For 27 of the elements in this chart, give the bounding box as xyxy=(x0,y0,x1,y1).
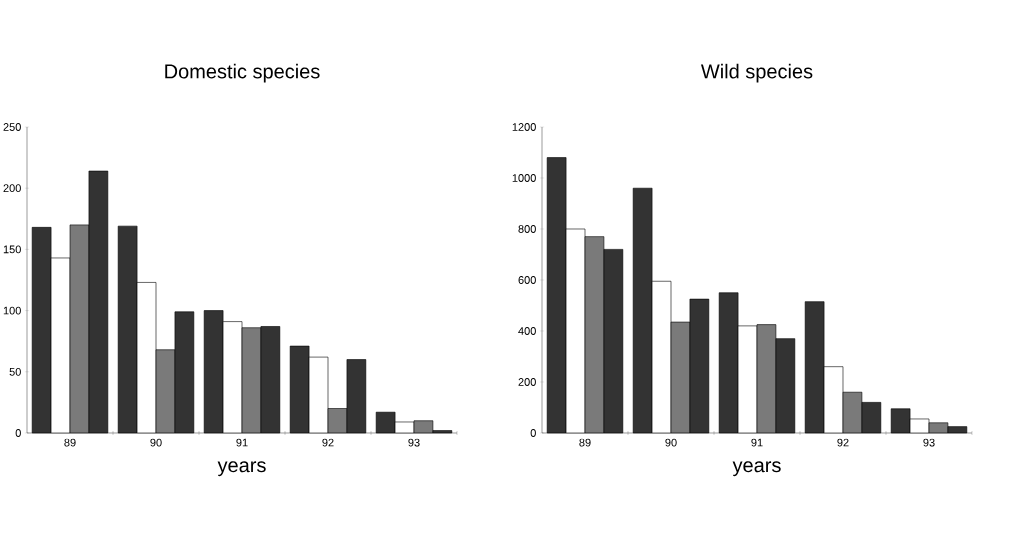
x-tick-label: 90 xyxy=(150,438,162,447)
x-axis-title: years xyxy=(217,461,266,477)
x-tick-label: 90 xyxy=(665,438,677,447)
x-axis-title: years xyxy=(732,461,781,477)
y-tick-label: 1200 xyxy=(512,123,536,131)
y-tick-label: 150 xyxy=(3,245,21,254)
x-tick-label: 91 xyxy=(236,438,248,447)
x-tick-label: 92 xyxy=(837,438,849,447)
x-tick-label: 93 xyxy=(923,438,935,447)
y-tick-label: 0 xyxy=(15,429,21,437)
y-tick-label: 800 xyxy=(518,225,536,233)
y-tick-label: 250 xyxy=(3,123,21,131)
chart-title: Wild species xyxy=(700,63,813,83)
y-tick-label: 400 xyxy=(518,327,536,335)
x-tick-label: 91 xyxy=(751,438,763,447)
y-tick-label: 200 xyxy=(3,184,21,193)
y-tick-label: 100 xyxy=(3,306,21,315)
y-tick-label: 0 xyxy=(530,429,536,437)
y-tick-label: 200 xyxy=(518,378,536,386)
y-tick-label: 1000 xyxy=(512,174,536,182)
y-tick-label: 50 xyxy=(9,367,21,376)
x-tick-label: 89 xyxy=(64,438,76,447)
x-tick-label: 89 xyxy=(579,438,591,447)
x-tick-label: 92 xyxy=(322,438,334,447)
chart-title: Domestic species xyxy=(165,63,320,83)
x-tick-label: 93 xyxy=(408,438,420,447)
y-tick-label: 600 xyxy=(518,276,536,284)
